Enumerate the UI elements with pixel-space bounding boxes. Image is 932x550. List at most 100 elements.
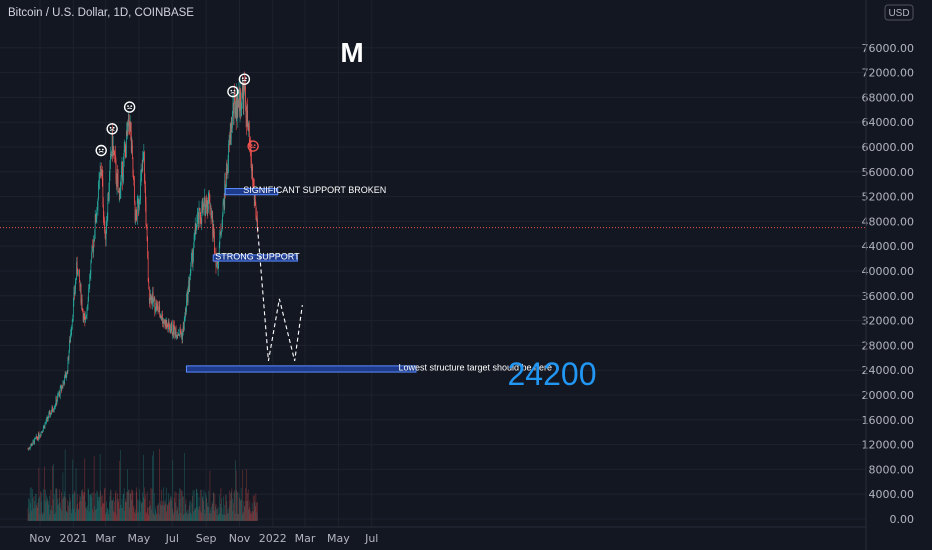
candle-body xyxy=(122,161,123,181)
volume-bar xyxy=(191,514,192,521)
candle-body xyxy=(209,193,210,203)
candle-body xyxy=(143,151,145,161)
volume-bar xyxy=(50,509,51,521)
volume-bar xyxy=(234,490,235,521)
volume-bar xyxy=(220,503,221,521)
candle-body xyxy=(30,445,32,448)
volume-bar xyxy=(45,502,47,521)
volume-bar xyxy=(191,503,193,521)
candle-body xyxy=(138,203,140,208)
candle-body xyxy=(246,110,248,127)
candle-body xyxy=(227,164,229,174)
volume-bar xyxy=(249,500,251,521)
volume-bar xyxy=(163,501,165,521)
volume-bar xyxy=(46,495,47,521)
volume-bar xyxy=(84,458,86,521)
candle-body xyxy=(180,333,182,335)
candle-body xyxy=(106,221,108,230)
volume-bar xyxy=(115,492,116,521)
volume-bar xyxy=(54,494,56,521)
volume-bar xyxy=(76,503,78,521)
volume-bar xyxy=(233,502,234,521)
candle-body xyxy=(220,231,222,235)
candle-body xyxy=(151,296,152,304)
candle-body xyxy=(211,216,212,218)
price-tick-label: 16000.00 xyxy=(862,414,915,427)
volume-bar xyxy=(180,513,182,521)
volume-bar xyxy=(42,514,44,521)
volume-bar xyxy=(132,491,134,521)
volume-bar xyxy=(172,459,174,521)
volume-bar xyxy=(40,491,41,521)
volume-bar xyxy=(188,505,190,521)
candle-body xyxy=(141,168,142,174)
volume-bar xyxy=(162,500,163,521)
candle-body xyxy=(257,219,258,228)
candle-body xyxy=(141,168,143,171)
candle-body xyxy=(232,102,234,113)
time-tick-label: Mar xyxy=(295,532,316,545)
candle-body xyxy=(192,250,193,264)
candle-body xyxy=(228,144,229,165)
volume-bar xyxy=(146,513,147,521)
candle-body xyxy=(31,443,33,446)
candle-body xyxy=(97,198,99,211)
volume-bar xyxy=(85,501,86,521)
volume-bar xyxy=(88,511,90,521)
candle-body xyxy=(115,154,116,160)
volume-bar xyxy=(203,500,204,521)
candle-body xyxy=(188,280,190,287)
candle-body xyxy=(196,222,198,230)
candle-body xyxy=(157,305,159,312)
candle-body xyxy=(152,292,153,304)
volume-bar xyxy=(203,489,205,521)
peak-marker-icon-mouth xyxy=(127,107,133,110)
volume-bar xyxy=(99,453,101,521)
annotation-boxes[interactable]: SIGNIFICANT SUPPORT BROKEN STRONG SUPPORT… xyxy=(185,185,552,373)
volume-bar xyxy=(68,505,69,521)
volume-bar xyxy=(74,490,75,521)
candle-body xyxy=(67,357,69,373)
candle-body xyxy=(86,307,88,316)
volume-bar xyxy=(222,514,223,521)
candle-body xyxy=(142,160,144,161)
candle-body xyxy=(40,431,42,436)
candle-body xyxy=(198,208,200,224)
volume-bar xyxy=(193,511,194,521)
volume-bar xyxy=(58,504,59,521)
candle-body xyxy=(149,299,151,301)
price-axis[interactable]: 0.00 4000.00 8000.00 12000.00 16000.00 20000.… xyxy=(862,0,915,550)
time-tick-label: May xyxy=(128,532,151,545)
volume-bar xyxy=(170,495,171,521)
volume-bar xyxy=(100,506,102,521)
volume-bar xyxy=(97,497,99,521)
volume-bar xyxy=(62,499,63,521)
volume-bar xyxy=(109,496,111,521)
volume-bar xyxy=(151,488,153,521)
volume-bar xyxy=(173,511,175,521)
volume-bar xyxy=(105,514,106,521)
candle-body xyxy=(94,215,96,235)
candle-body xyxy=(80,284,81,288)
volume-bar xyxy=(210,513,212,521)
candle-body xyxy=(88,287,90,289)
volume-bar xyxy=(60,508,62,521)
volume-bar xyxy=(106,508,108,521)
volume-bar xyxy=(65,510,67,521)
volume-bar xyxy=(61,510,63,521)
volume-bar xyxy=(42,488,44,521)
candle-body xyxy=(236,95,238,117)
candle-body xyxy=(47,416,49,420)
candle-body xyxy=(78,269,80,281)
volume-bar xyxy=(66,511,68,521)
candle-body xyxy=(129,122,131,130)
candle-body xyxy=(235,107,236,116)
current-marker-icon xyxy=(247,140,259,152)
candle-body xyxy=(221,227,223,232)
currency-badge[interactable]: USD xyxy=(884,4,914,21)
time-axis[interactable]: Nov 2021 Mar May Jul Sep Nov 2022 Mar May Jul xyxy=(0,526,866,545)
volume-bar xyxy=(68,502,70,521)
candle-body xyxy=(182,334,183,339)
candle-body xyxy=(131,145,133,151)
